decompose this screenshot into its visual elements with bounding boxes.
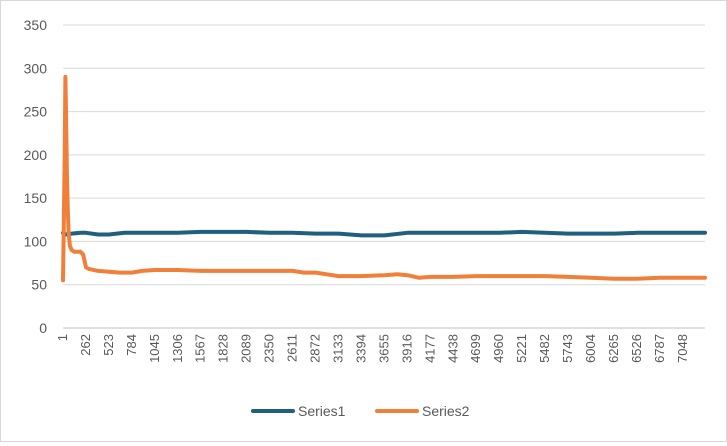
x-tick-label: 3916	[399, 334, 414, 363]
x-tick-label: 5743	[560, 334, 575, 363]
series-line-series2	[61, 74, 707, 283]
x-tick-label: 1	[55, 334, 70, 341]
x-tick-label: 5482	[537, 334, 552, 363]
y-tick-label: 200	[24, 147, 48, 163]
x-tick-label: 6787	[652, 334, 667, 363]
legend-label-series1: Series1	[298, 403, 346, 419]
x-tick-label: 4960	[491, 334, 506, 363]
x-tick-label: 523	[101, 334, 116, 356]
x-tick-label: 2872	[308, 334, 323, 363]
plot-area	[61, 74, 707, 283]
series-line-series1	[61, 229, 707, 238]
y-tick-label: 100	[24, 233, 48, 249]
x-tick-label: 1045	[147, 334, 162, 363]
x-tick-label: 4438	[445, 334, 460, 363]
axes: 0 50 100 150 200 250 300 350 1 262 523 784 1045 1306 1…	[24, 17, 705, 363]
x-tick-label: 7048	[675, 334, 690, 363]
y-tick-label: 300	[24, 60, 48, 76]
x-tick-label: 5221	[514, 334, 529, 363]
y-tick-label: 250	[24, 104, 48, 120]
x-tick-label: 3655	[376, 334, 391, 363]
x-tick-label: 3133	[330, 334, 345, 363]
x-tick-label: 6265	[606, 334, 621, 363]
x-tick-label: 4699	[468, 334, 483, 363]
y-tick-label: 50	[31, 277, 47, 293]
x-tick-label: 262	[78, 334, 93, 356]
legend: Series1 Series2	[251, 403, 470, 419]
x-tick-label: 1306	[170, 334, 185, 363]
x-tick-label: 6004	[583, 334, 598, 363]
x-tick-label: 3394	[353, 334, 368, 363]
x-tick-label: 2611	[285, 334, 300, 362]
y-tick-label: 350	[24, 17, 48, 33]
x-tick-label: 1828	[216, 334, 231, 363]
x-tick-label: 2089	[239, 334, 254, 363]
x-tick-label: 784	[124, 334, 139, 356]
legend-label-series2: Series2	[422, 403, 470, 419]
y-tick-label: 0	[39, 320, 47, 336]
y-tick-label: 150	[24, 190, 48, 206]
x-tick-label: 4177	[422, 334, 437, 363]
x-tick-label: 6526	[629, 334, 644, 363]
gridlines	[63, 24, 705, 329]
x-tick-label: 2350	[262, 334, 277, 363]
x-tick-label: 1567	[193, 334, 208, 363]
